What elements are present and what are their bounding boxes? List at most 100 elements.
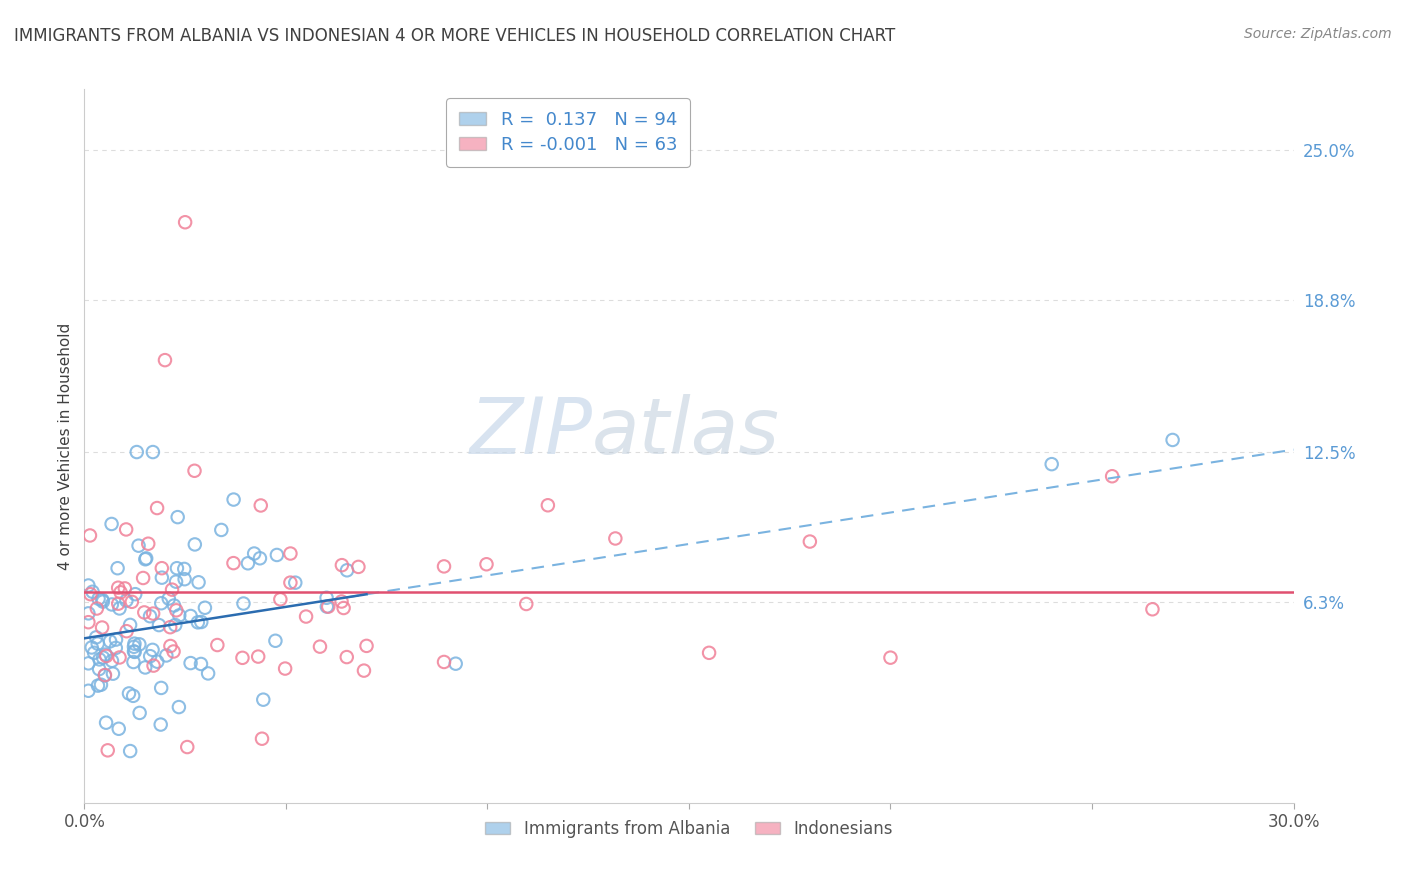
Point [83,646,105,660]
Point [122,640,145,654]
Point [165,603,187,617]
Point [1161,433,1184,447]
Point [249,551,271,566]
Point [91,593,114,607]
Point [107,561,129,575]
Point [605,532,627,546]
Point [94,648,117,662]
Point [107,722,129,736]
Legend: Immigrants from Albania, Indonesians: Immigrants from Albania, Indonesians [478,814,900,845]
Point [122,689,145,703]
Point [114,582,136,596]
Point [124,637,146,651]
Point [77,607,100,621]
Point [207,638,229,652]
Point [347,560,370,574]
Point [84,631,107,645]
Point [94,715,117,730]
Point [142,607,165,621]
Point [79,587,101,601]
Point [86,637,108,651]
Point [163,599,186,613]
Point [165,618,187,632]
Point [146,501,169,516]
Point [98,634,121,648]
Point [266,548,288,562]
Point [128,706,150,720]
Point [115,523,138,537]
Point [1040,457,1063,471]
Point [115,593,138,607]
Point [243,547,266,561]
Point [142,643,165,657]
Point [444,657,467,671]
Point [93,668,115,682]
Point [146,655,169,669]
Point [515,597,537,611]
Point [77,578,100,592]
Point [77,615,100,630]
Point [249,499,271,513]
Point [97,743,120,757]
Point [316,599,339,614]
Point [134,552,156,566]
Point [173,572,195,586]
Point [104,640,127,655]
Text: Source: ZipAtlas.com: Source: ZipAtlas.com [1244,27,1392,41]
Point [120,744,142,758]
Point [264,633,287,648]
Point [150,561,173,575]
Point [269,592,291,607]
Point [100,516,122,531]
Point [128,539,150,553]
Point [82,584,104,599]
Point [250,731,273,746]
Point [274,662,297,676]
Point [1142,602,1164,616]
Point [128,637,150,651]
Point [1101,469,1123,483]
Point [159,620,181,634]
Point [115,624,138,639]
Point [142,445,165,459]
Point [187,615,209,630]
Point [280,547,302,561]
Point [89,652,111,666]
Point [101,598,124,612]
Point [284,575,307,590]
Point [139,609,162,624]
Point [87,591,110,606]
Point [91,621,114,635]
Point [101,654,124,668]
Point [187,575,209,590]
Point [315,599,337,614]
Point [135,551,157,566]
Point [336,563,359,577]
Point [295,609,318,624]
Point [160,582,183,597]
Y-axis label: 4 or more Vehicles in Household: 4 or more Vehicles in Household [58,322,73,570]
Point [150,596,173,610]
Point [149,717,172,731]
Point [91,650,114,665]
Point [87,679,110,693]
Point [330,558,353,573]
Point [155,648,177,663]
Point [142,658,165,673]
Text: atlas: atlas [592,393,780,470]
Point [184,537,207,551]
Point [166,510,188,524]
Point [79,528,101,542]
Point [879,650,901,665]
Point [330,594,353,608]
Point [77,683,100,698]
Point [332,601,354,615]
Point [433,559,456,574]
Point [194,600,217,615]
Point [134,606,156,620]
Point [169,608,191,623]
Point [232,597,254,611]
Point [108,601,131,615]
Point [86,601,108,615]
Point [167,700,190,714]
